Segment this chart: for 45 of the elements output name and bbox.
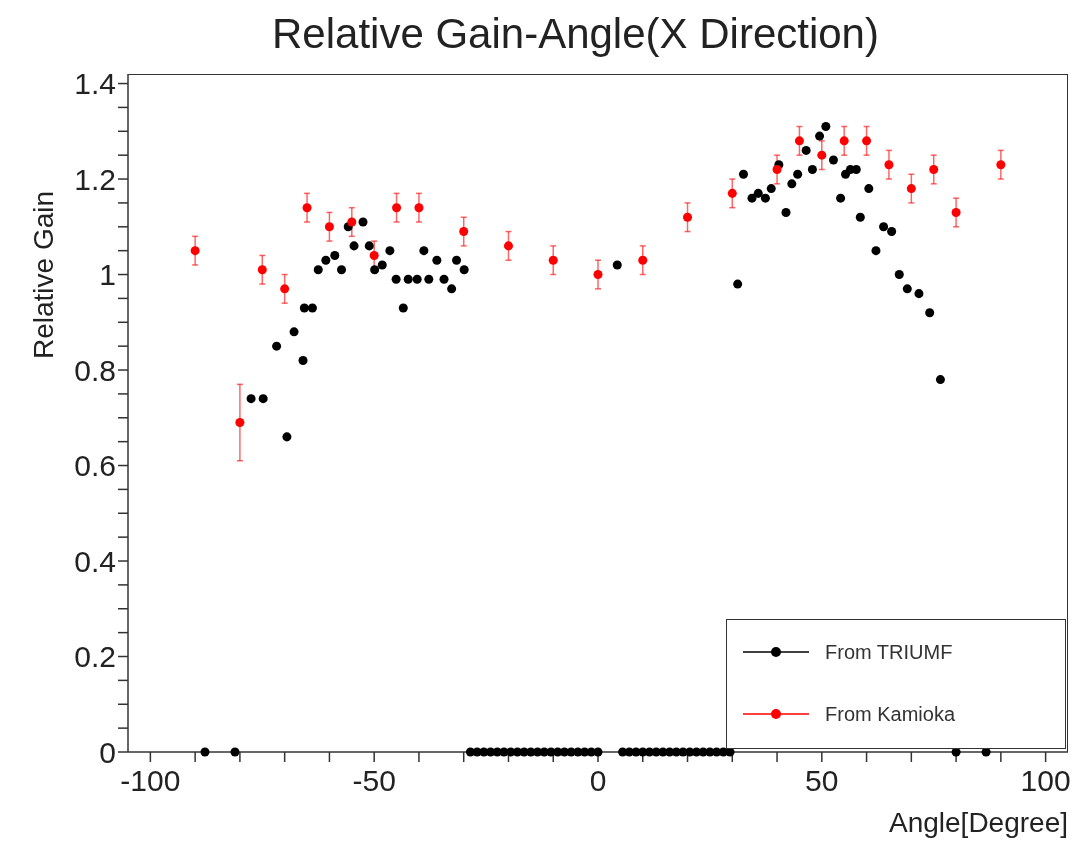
- y-tick-label: 1.2: [74, 162, 116, 196]
- point: [548, 255, 558, 265]
- y-tick-label: 0.2: [74, 640, 116, 674]
- legend-label: From Kamioka: [825, 702, 956, 726]
- point: [369, 250, 379, 260]
- point: [257, 265, 267, 275]
- point: [414, 203, 424, 213]
- y-tick-label: 0.6: [74, 449, 116, 483]
- point: [906, 184, 916, 194]
- point: [929, 164, 939, 174]
- point: [593, 270, 603, 280]
- point: [839, 136, 849, 146]
- x-tick-label: -100: [120, 764, 181, 797]
- y-tick-label: 1.4: [74, 67, 116, 101]
- point: [347, 217, 357, 227]
- point: [772, 164, 782, 174]
- point: [862, 136, 872, 146]
- point: [884, 160, 894, 170]
- x-tick-label: 50: [805, 764, 839, 797]
- y-axis-title: Relative Gain: [27, 190, 59, 359]
- point: [794, 136, 804, 146]
- point: [280, 284, 290, 294]
- point: [392, 203, 402, 213]
- point: [996, 160, 1006, 170]
- point: [190, 246, 200, 256]
- point: [817, 150, 827, 160]
- point: [302, 203, 312, 213]
- point: [324, 222, 334, 232]
- chart-title: Relative Gain-Angle(X Direction): [271, 9, 880, 59]
- x-axis-title: Angle[Degree]: [888, 807, 1068, 838]
- point: [235, 418, 245, 428]
- y-tick-label: 0.4: [74, 544, 116, 578]
- x-tick-label: 100: [1020, 764, 1071, 797]
- x-tick-label: 0: [589, 764, 607, 797]
- y-tick-label: 1: [99, 258, 116, 292]
- x-tick-label: -50: [352, 764, 396, 797]
- y-tick-label: 0: [99, 735, 116, 769]
- point: [503, 241, 513, 251]
- point: [683, 212, 693, 222]
- point: [727, 188, 737, 198]
- y-tick-label: 0.8: [74, 353, 116, 387]
- legend-label: From TRIUMF: [825, 640, 953, 664]
- point: [951, 207, 961, 217]
- point: [638, 255, 648, 265]
- point: [459, 227, 469, 237]
